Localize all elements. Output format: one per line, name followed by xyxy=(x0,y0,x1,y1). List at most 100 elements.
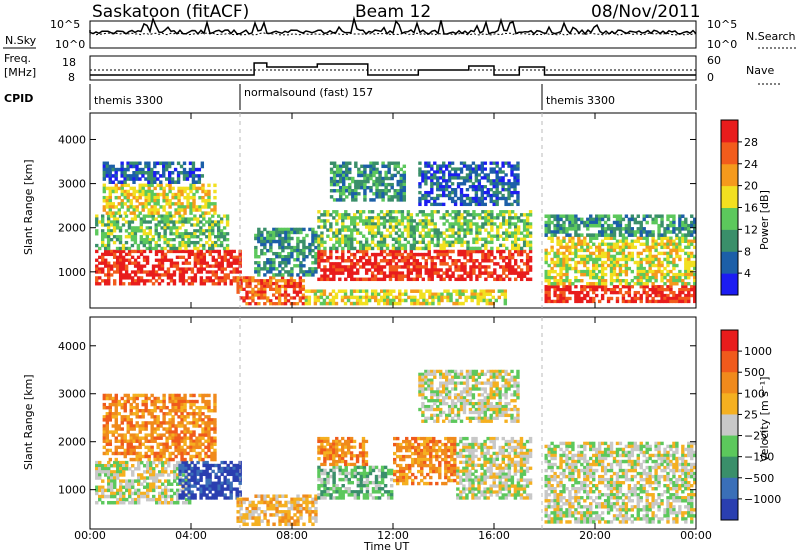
data-cell-1-1 xyxy=(217,493,221,497)
data-cell-0-10 xyxy=(355,301,360,306)
data-cell-0-4 xyxy=(283,299,288,303)
data-cell-0-8 xyxy=(341,192,346,196)
data-cell-0-2 xyxy=(123,211,127,215)
data-cell-0-10 xyxy=(389,292,393,297)
data-cell-0-12 xyxy=(633,282,637,286)
data-cell-0-13 xyxy=(672,230,676,234)
data-cell-0-13 xyxy=(684,220,688,225)
data-cell-0-8 xyxy=(369,167,373,172)
data-cell-0-8 xyxy=(399,195,403,199)
data-cell-0-2 xyxy=(105,199,110,203)
data-cell-0-10 xyxy=(455,289,459,293)
data-cell-0-6 xyxy=(367,268,372,272)
data-cell-0-7 xyxy=(448,225,452,229)
data-cell-0-6 xyxy=(323,268,327,272)
data-cell-0-12 xyxy=(666,263,670,268)
data-cell-0-9 xyxy=(504,188,508,192)
data-cell-0-11 xyxy=(580,288,584,292)
data-cell-0-13 xyxy=(553,230,557,234)
data-cell-0-6 xyxy=(511,268,515,272)
data-cell-0-7 xyxy=(454,237,458,242)
data-cell-0-2 xyxy=(120,183,124,188)
data-cell-0-6 xyxy=(353,277,357,282)
data-cell-0-6 xyxy=(329,277,333,282)
data-cell-1-0 xyxy=(122,479,126,483)
data-cell-0-1 xyxy=(211,246,215,251)
data-cell-0-4 xyxy=(248,279,252,283)
data-cell-0-11 xyxy=(627,299,632,304)
data-cell-0-2 xyxy=(201,211,205,215)
data-cell-0-0 xyxy=(95,282,99,286)
data-cell-1-2 xyxy=(126,421,130,425)
data-cell-0-4 xyxy=(272,281,276,286)
data-cell-0-7 xyxy=(508,219,512,223)
data-cell-0-13 xyxy=(580,233,584,237)
data-cell-1-1 xyxy=(190,493,194,497)
data-cell-0-4 xyxy=(266,299,270,303)
data-cell-0-12 xyxy=(687,282,691,286)
data-cell-0-4 xyxy=(274,302,279,306)
data-cell-1-0 xyxy=(131,497,135,502)
data-cell-0-2 xyxy=(111,189,115,194)
data-cell-0-3 xyxy=(188,174,193,178)
data-cell-0-0 xyxy=(226,249,230,254)
data-cell-0-7 xyxy=(412,246,417,251)
data-cell-0-7 xyxy=(439,231,443,235)
data-cell-0-8 xyxy=(329,176,334,181)
data-cell-0-2 xyxy=(126,208,130,212)
data-cell-0-2 xyxy=(126,205,130,209)
data-cell-0-8 xyxy=(363,179,367,184)
data-cell-0-5 xyxy=(254,236,258,241)
data-cell-1-2 xyxy=(108,393,112,398)
data-cell-0-12 xyxy=(633,275,637,280)
data-cell-1-2 xyxy=(105,405,110,410)
data-cell-0-1 xyxy=(208,238,212,242)
data-cell-0-6 xyxy=(391,271,396,275)
data-cell-0-12 xyxy=(630,257,635,262)
data-cell-0-3 xyxy=(102,174,106,178)
data-cell-0-8 xyxy=(396,189,400,193)
data-cell-1-2 xyxy=(129,445,133,450)
data-cell-0-5 xyxy=(287,236,291,241)
data-cell-0-2 xyxy=(117,208,121,212)
data-cell-0-9 xyxy=(480,176,485,180)
data-cell-0-8 xyxy=(335,173,340,178)
data-cell-0-7 xyxy=(505,222,509,226)
data-cell-0-9 xyxy=(474,167,479,171)
data-cell-0-5 xyxy=(302,239,306,244)
data-cell-0-0 xyxy=(235,258,239,262)
data-cell-0-1 xyxy=(166,214,170,218)
data-cell-0-11 xyxy=(651,285,655,289)
data-cell-1-0 xyxy=(98,460,102,465)
data-cell-0-11 xyxy=(648,288,652,292)
data-cell-1-1 xyxy=(208,487,212,491)
data-cell-0-3 xyxy=(111,174,115,178)
power-cells xyxy=(95,161,697,306)
data-cell-0-12 xyxy=(645,260,649,265)
data-cell-0-9 xyxy=(474,176,479,180)
data-cell-0-7 xyxy=(317,246,321,251)
data-cell-0-7 xyxy=(472,240,476,245)
data-cell-0-4 xyxy=(260,284,264,289)
data-cell-0-0 xyxy=(109,249,114,254)
data-cell-0-2 xyxy=(198,208,202,212)
data-cell-0-0 xyxy=(151,276,156,280)
data-cell-0-1 xyxy=(184,229,188,233)
data-cell-0-12 xyxy=(559,251,563,256)
data-cell-0-9 xyxy=(447,170,452,174)
data-cell-0-13 xyxy=(651,220,655,225)
data-cell-0-13 xyxy=(669,220,673,225)
data-cell-0-7 xyxy=(326,219,330,223)
data-cell-0-9 xyxy=(468,202,473,207)
data-cell-0-12 xyxy=(627,254,632,259)
data-cell-0-12 xyxy=(636,236,640,240)
data-cell-0-1 xyxy=(175,226,179,230)
data-cell-0-1 xyxy=(222,235,227,239)
data-cell-0-12 xyxy=(589,282,593,286)
data-cell-0-6 xyxy=(493,277,497,282)
data-cell-1-1 xyxy=(202,493,206,497)
data-cell-0-11 xyxy=(654,285,658,289)
data-cell-0-7 xyxy=(505,246,509,251)
data-cell-0-2 xyxy=(207,199,211,203)
data-cell-0-10 xyxy=(386,292,390,297)
